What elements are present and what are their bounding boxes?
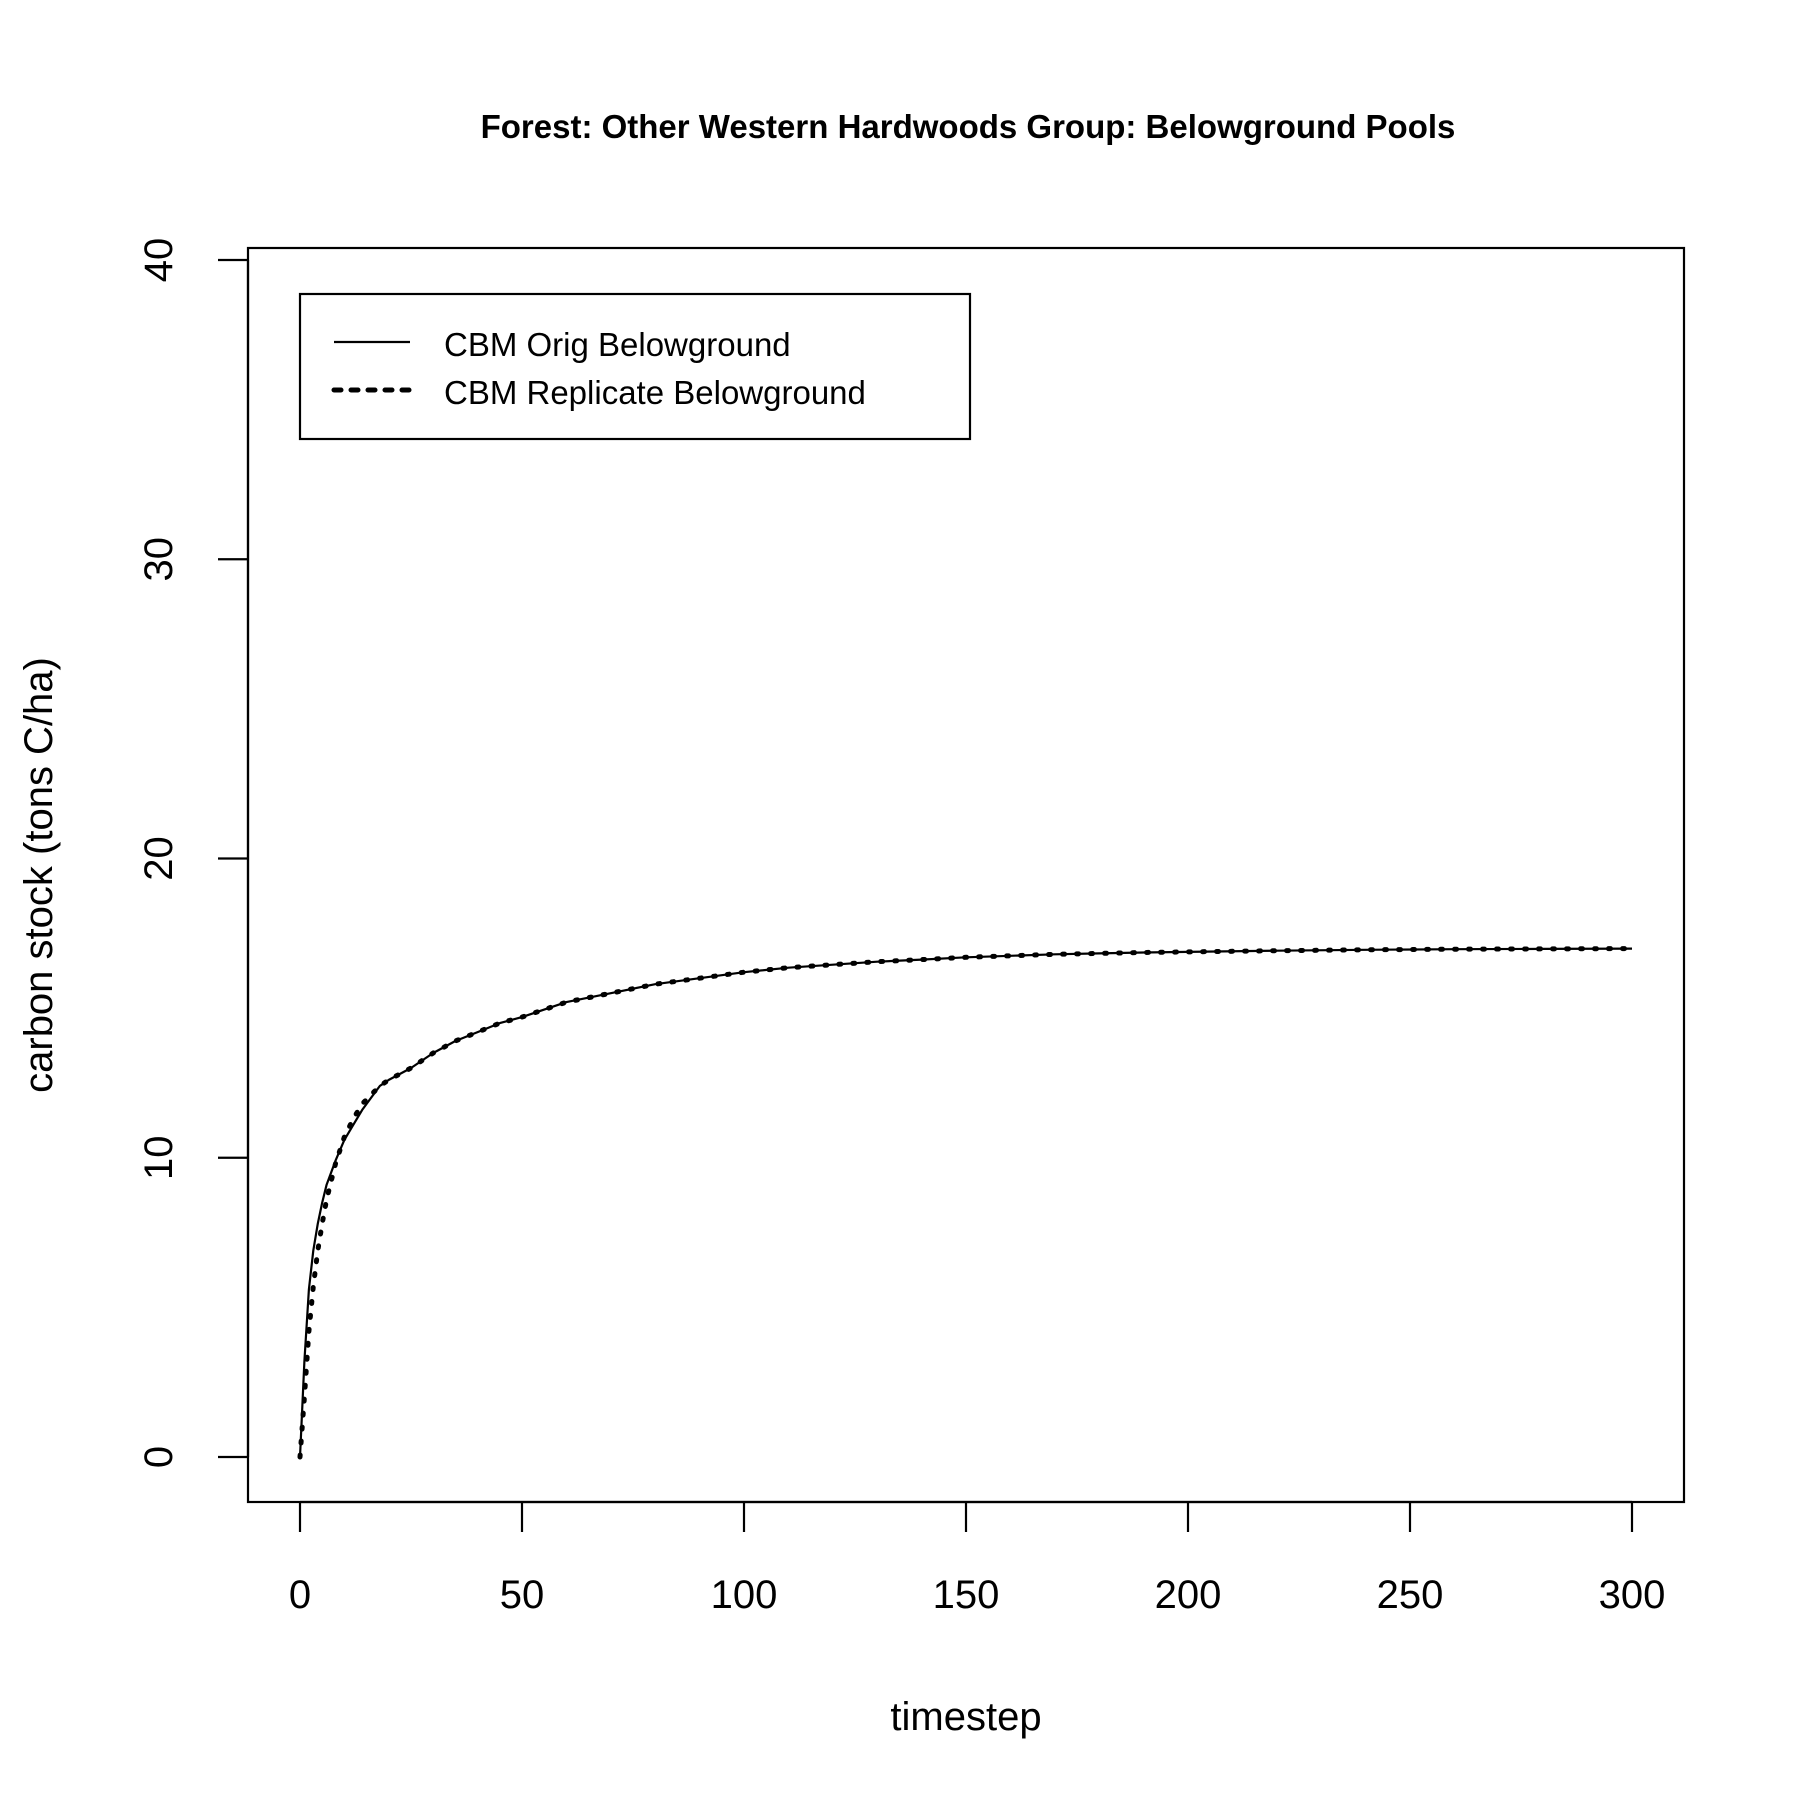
x-axis-label: timestep (890, 1695, 1041, 1739)
x-tick-label: 50 (500, 1573, 545, 1617)
y-axis: 0 10 20 30 40 (137, 238, 250, 1468)
legend-box (298, 292, 972, 441)
series-group (297, 946, 1635, 1460)
x-tick-label: 250 (1377, 1573, 1444, 1617)
x-tick-label: 0 (289, 1573, 311, 1617)
y-tick-label: 40 (137, 238, 181, 283)
series-line-replicate (297, 946, 1635, 1460)
x-tick-label: 200 (1155, 1573, 1222, 1617)
legend-label-orig: CBM Orig Belowground (444, 326, 791, 363)
y-axis-label: carbon stock (tons C/ha) (17, 657, 61, 1093)
x-tick-label: 150 (933, 1573, 1000, 1617)
y-tick-label: 0 (137, 1446, 181, 1468)
legend: CBM Orig Belowground CBM Replicate Below… (298, 292, 972, 441)
y-tick-label: 30 (137, 537, 181, 582)
x-tick-label: 300 (1599, 1573, 1666, 1617)
y-tick-label: 20 (137, 836, 181, 881)
x-tick-label: 100 (711, 1573, 778, 1617)
x-axis: 0 50 100 150 200 250 300 (289, 1500, 1666, 1617)
y-tick-label: 10 (137, 1136, 181, 1181)
chart-title: Forest: Other Western Hardwoods Group: B… (481, 108, 1456, 145)
legend-label-replicate: CBM Replicate Belowground (444, 374, 866, 411)
